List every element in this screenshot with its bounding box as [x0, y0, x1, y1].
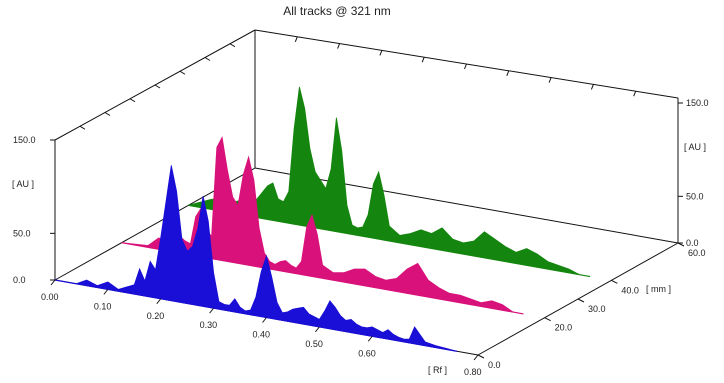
- track-baseline-0: [54, 279, 457, 352]
- mm-tick-label: 40.0: [621, 285, 639, 295]
- rf-axis-label: [ Rf ]: [428, 365, 447, 375]
- top-left-tick: [204, 57, 211, 61]
- top-left-tick: [179, 70, 186, 75]
- rf-tick-mark: [103, 289, 109, 295]
- mm-tick-mark: [677, 242, 685, 247]
- top-back-tick: [590, 84, 594, 90]
- mm-tick-mark: [544, 317, 551, 322]
- box-frame: [54, 29, 679, 356]
- frame-back-floor: [254, 167, 679, 244]
- au-right-tick-label: 0.0: [686, 238, 699, 248]
- track-surface-20: [121, 136, 514, 313]
- top-back-tick: [506, 70, 510, 76]
- rf-tick-label: 0.60: [358, 348, 376, 358]
- top-left-tick: [129, 98, 136, 103]
- top-back-tick: [379, 50, 383, 56]
- mm-tick-label: 20.0: [555, 323, 573, 333]
- track-surface-0: [54, 165, 457, 352]
- top-back-tick: [633, 91, 637, 97]
- top-back-tick: [464, 63, 467, 70]
- top-left-tick: [79, 125, 86, 130]
- rf-tick-mark: [367, 335, 373, 342]
- top-back-tick: [421, 57, 425, 63]
- rf-tick-label: 0.20: [147, 311, 165, 321]
- mm-tick-label: 0.0: [488, 360, 501, 370]
- mm-tick-label: 30.0: [588, 304, 606, 314]
- au-tick-label: 50.0: [13, 228, 31, 238]
- mm-tick-mark: [577, 298, 585, 303]
- rf-tick-label: 0.80: [464, 367, 482, 377]
- track-surfaces: [54, 86, 591, 352]
- top-back-tick: [337, 43, 341, 49]
- chart-title: All tracks @ 321 nm: [283, 4, 391, 18]
- mm-tick-mark: [477, 354, 485, 359]
- au-tick-label: 150.0: [13, 135, 36, 145]
- au-right-tick-label: 50.0: [686, 191, 704, 201]
- rf-tick-mark: [314, 326, 320, 333]
- top-back-tick: [548, 77, 552, 83]
- au-tick-label: 0.0: [13, 275, 26, 285]
- mm-axis-label: [ mm ]: [646, 284, 671, 294]
- rf-tick-label: 0.50: [305, 339, 323, 349]
- mm-tick-mark: [611, 279, 618, 284]
- rf-tick-mark: [262, 317, 267, 323]
- top-left-tick: [154, 84, 161, 89]
- rf-tick-mark: [50, 279, 56, 286]
- track-surface-40: [188, 86, 580, 276]
- mm-tick-label: 60.0: [688, 248, 706, 258]
- rf-tick-mark: [156, 298, 162, 305]
- rf-tick-label: 0.30: [200, 320, 218, 330]
- axis-ticks: 0.00 0.10 0.20 0.30 0.40 0.50 0.60 0.80 0.0 50.0 1…: [13, 36, 709, 377]
- top-left-tick: [104, 112, 111, 116]
- au-axis-label: [ AU ]: [12, 179, 34, 189]
- au-right-tick-label: 150.0: [686, 98, 709, 108]
- top-left-tick: [229, 43, 236, 48]
- rf-tick-mark: [473, 354, 479, 361]
- au-axis-label-right: [ AU ]: [684, 142, 706, 152]
- rf-tick-mark: [209, 307, 215, 314]
- top-back-tick: [294, 36, 298, 42]
- rf-tick-label: 0.40: [253, 330, 271, 340]
- rf-tick-label: 0.00: [41, 292, 59, 302]
- rf-tick-label: 0.10: [94, 301, 112, 311]
